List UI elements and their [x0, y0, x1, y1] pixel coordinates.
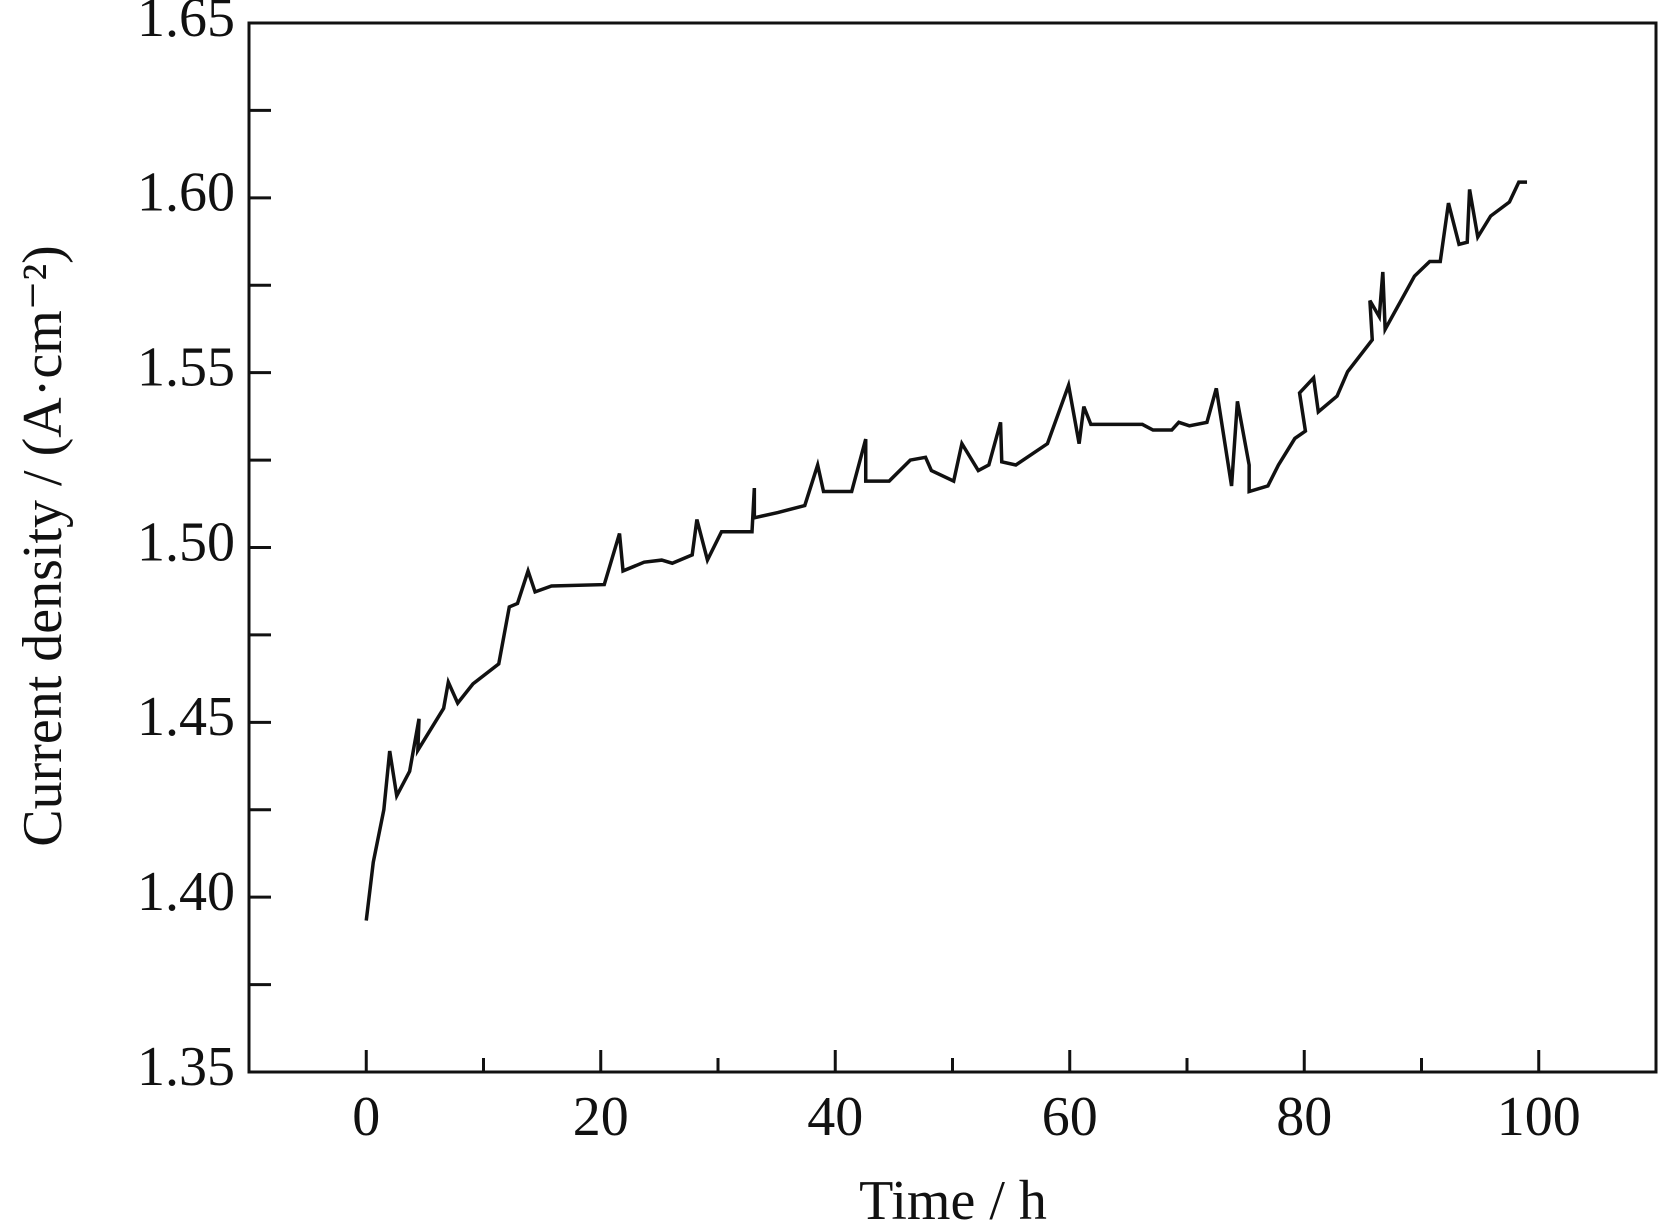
y-tick-label: 1.40 — [137, 861, 235, 923]
x-tick-label: 80 — [1276, 1086, 1332, 1148]
x-tick-label: 20 — [573, 1086, 629, 1148]
y-tick-label: 1.50 — [137, 511, 235, 573]
x-tick-label: 40 — [807, 1086, 863, 1148]
x-tick-label: 60 — [1042, 1086, 1098, 1148]
y-tick-label: 1.45 — [137, 686, 235, 748]
plot-frame — [247, 21, 1658, 1074]
y-axis-label: Current density / (A·cm⁻²) — [12, 245, 74, 847]
y-tick-label: 1.35 — [137, 1036, 235, 1098]
y-tick-label: 1.60 — [137, 162, 235, 224]
x-axis-label: Time / h — [859, 1170, 1047, 1230]
data-line — [364, 180, 1528, 921]
y-tick-label: 1.55 — [137, 337, 235, 399]
x-tick-label: 100 — [1497, 1086, 1581, 1148]
y-tick-label: 1.65 — [137, 0, 235, 49]
x-tick-label: 0 — [352, 1086, 380, 1148]
